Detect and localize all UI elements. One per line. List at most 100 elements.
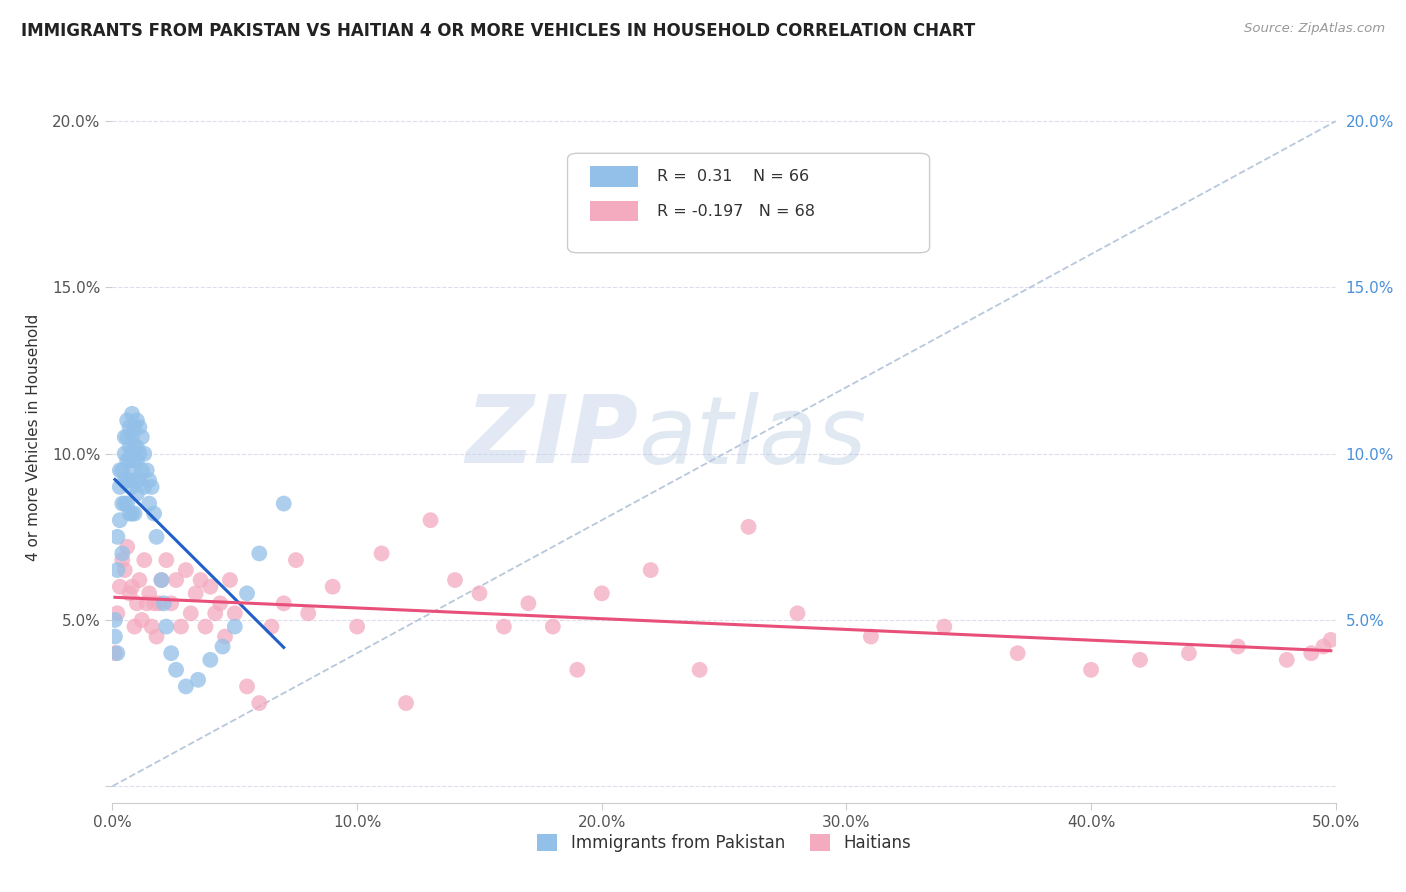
Point	[121, 507, 143, 521]
Point	[108, 463, 131, 477]
Point	[567, 663, 589, 677]
Legend: Immigrants from Pakistan, Haitians: Immigrants from Pakistan, Haitians	[529, 825, 920, 860]
Point	[124, 619, 146, 633]
Point	[118, 440, 141, 454]
Point	[105, 563, 128, 577]
Point	[118, 453, 141, 467]
Point	[273, 596, 295, 610]
Point	[118, 507, 141, 521]
Point	[153, 596, 176, 610]
Point	[128, 473, 150, 487]
Point	[395, 696, 418, 710]
Point	[190, 573, 212, 587]
Point	[689, 663, 711, 677]
Point	[115, 473, 138, 487]
Point	[125, 440, 148, 454]
Point	[155, 553, 177, 567]
Point	[141, 480, 163, 494]
Point	[273, 497, 295, 511]
Point	[150, 573, 173, 587]
Point	[165, 663, 187, 677]
Point	[121, 430, 143, 444]
Point	[108, 513, 131, 527]
Point	[115, 540, 138, 554]
Point	[1320, 632, 1343, 647]
Point	[115, 497, 138, 511]
Point	[224, 607, 246, 621]
Point	[125, 596, 148, 610]
Point	[155, 619, 177, 633]
Point	[128, 420, 150, 434]
Point	[114, 473, 136, 487]
Point	[214, 630, 236, 644]
Bar	[589, 201, 638, 221]
Point	[184, 586, 207, 600]
Point	[138, 586, 160, 600]
Point	[786, 607, 808, 621]
Point	[145, 530, 167, 544]
Point	[138, 473, 160, 487]
Point	[517, 596, 540, 610]
Point	[111, 553, 134, 567]
Point	[124, 473, 146, 487]
Point	[211, 640, 233, 654]
Point	[1275, 653, 1298, 667]
Point	[115, 453, 138, 467]
Point	[111, 463, 134, 477]
Point	[118, 586, 141, 600]
Point	[346, 619, 368, 633]
Point	[934, 619, 956, 633]
Point	[236, 680, 259, 694]
Point	[131, 430, 153, 444]
Point	[1007, 646, 1029, 660]
Point	[105, 646, 128, 660]
Point	[150, 573, 173, 587]
Text: R =  0.31    N = 66: R = 0.31 N = 66	[657, 169, 808, 184]
Point	[419, 513, 441, 527]
Point	[174, 680, 197, 694]
FancyBboxPatch shape	[568, 153, 929, 252]
Point	[1226, 640, 1249, 654]
Point	[111, 497, 134, 511]
Point	[143, 596, 166, 610]
Text: IMMIGRANTS FROM PAKISTAN VS HAITIAN 4 OR MORE VEHICLES IN HOUSEHOLD CORRELATION : IMMIGRANTS FROM PAKISTAN VS HAITIAN 4 OR…	[21, 22, 976, 40]
Point	[204, 607, 226, 621]
Point	[108, 480, 131, 494]
Point	[219, 573, 242, 587]
Text: R = -0.197   N = 68: R = -0.197 N = 68	[657, 203, 815, 219]
Point	[115, 413, 138, 427]
Point	[209, 596, 232, 610]
Point	[135, 463, 157, 477]
Point	[165, 573, 187, 587]
Point	[1080, 663, 1102, 677]
Point	[134, 480, 156, 494]
Point	[124, 440, 146, 454]
Point	[148, 596, 170, 610]
Point	[114, 497, 136, 511]
Text: Source: ZipAtlas.com: Source: ZipAtlas.com	[1244, 22, 1385, 36]
Point	[297, 607, 319, 621]
Point	[247, 696, 270, 710]
Point	[640, 563, 662, 577]
Point	[145, 630, 167, 644]
Y-axis label: 4 or more Vehicles in Household: 4 or more Vehicles in Household	[27, 313, 41, 561]
Point	[174, 563, 197, 577]
Point	[121, 407, 143, 421]
Point	[200, 653, 222, 667]
Point	[121, 480, 143, 494]
Point	[247, 546, 270, 560]
Point	[114, 430, 136, 444]
Point	[370, 546, 392, 560]
Point	[124, 453, 146, 467]
Point	[194, 619, 217, 633]
Point	[134, 553, 156, 567]
Point	[468, 586, 491, 600]
Point	[1301, 646, 1323, 660]
Point	[180, 607, 202, 621]
Point	[224, 619, 246, 633]
Text: atlas: atlas	[638, 392, 866, 483]
Point	[444, 573, 467, 587]
Point	[104, 613, 127, 627]
Point	[124, 507, 146, 521]
Point	[160, 646, 183, 660]
